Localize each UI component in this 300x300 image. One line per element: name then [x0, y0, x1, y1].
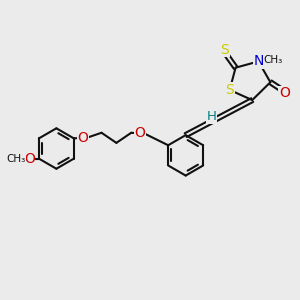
Text: O: O: [77, 131, 88, 145]
Text: CH₃: CH₃: [264, 55, 283, 65]
Text: O: O: [135, 126, 146, 140]
Text: H: H: [207, 110, 217, 123]
Text: S: S: [220, 43, 229, 56]
Text: CH₃: CH₃: [6, 154, 25, 164]
Text: S: S: [225, 83, 234, 97]
Text: O: O: [279, 86, 290, 100]
Text: N: N: [253, 54, 264, 68]
Text: O: O: [24, 152, 35, 166]
